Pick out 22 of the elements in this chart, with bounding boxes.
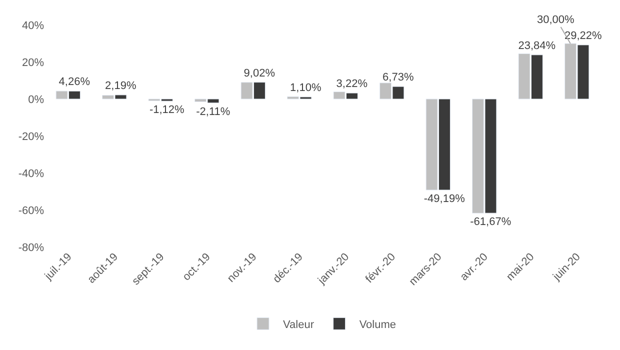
- y-tick-label: 0%: [28, 94, 44, 106]
- data-label: 30,00%: [537, 14, 575, 26]
- y-tick-label: 20%: [22, 56, 44, 69]
- data-label: -49,19%: [424, 193, 466, 205]
- data-label: -2,11%: [196, 106, 230, 118]
- data-label: 3,22%: [336, 78, 368, 90]
- y-tick-label: -40%: [18, 168, 44, 180]
- data-label: 9,02%: [244, 67, 276, 80]
- y-tick-label: -80%: [18, 242, 44, 254]
- data-label: 23,84%: [518, 40, 556, 52]
- data-label: -1,12%: [149, 104, 185, 116]
- data-label: 4,26%: [58, 76, 90, 88]
- y-tick-label: -20%: [18, 130, 44, 143]
- data-label: 2,19%: [105, 80, 136, 92]
- data-label: 29,22%: [564, 30, 602, 42]
- data-label: -61,67%: [470, 216, 512, 228]
- legend-label: Valeur: [283, 318, 314, 331]
- data-label: 6,73%: [382, 72, 414, 84]
- y-tick-label: 40%: [22, 20, 44, 32]
- legend-label: Volume: [359, 318, 396, 331]
- y-tick-label: -60%: [18, 204, 44, 217]
- data-label: 1,10%: [290, 82, 322, 94]
